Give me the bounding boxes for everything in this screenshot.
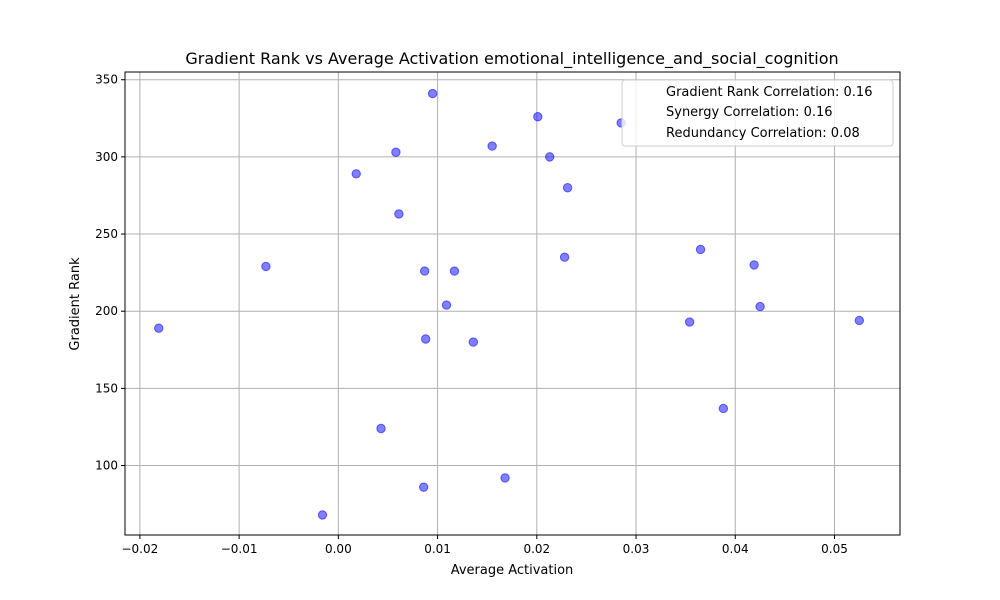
legend-entry-redundancy: Redundancy Correlation: 0.08: [666, 126, 860, 141]
data-point: [394, 209, 404, 219]
x-axis-ticks: −0.02 −0.01 0.00 0.01 0.02 0.03 0.04 0.05: [121, 535, 848, 556]
legend-box: [621, 79, 894, 147]
data-point: [376, 423, 386, 434]
data-point: [755, 301, 765, 312]
x-tick-label: −0.02: [121, 542, 158, 556]
x-tick-label: 0.03: [623, 542, 650, 556]
data-point: [441, 300, 452, 310]
y-tick-label: 100: [95, 459, 118, 473]
plot-frame: [124, 71, 901, 536]
data-point: [154, 323, 164, 333]
data-point: [468, 337, 479, 347]
data-point: [261, 261, 271, 272]
data-point: [418, 482, 429, 492]
data-point: [500, 473, 510, 483]
y-tick-label: 250: [95, 227, 118, 241]
y-tick-label: 300: [95, 150, 118, 164]
data-point: [545, 152, 555, 162]
x-tick-label: 0.01: [424, 542, 451, 556]
data-point: [419, 266, 430, 276]
data-points: [154, 88, 865, 520]
data-point: [684, 317, 695, 327]
data-point: [449, 266, 460, 276]
data-point: [854, 315, 865, 326]
data-point: [317, 510, 328, 520]
y-tick-label: 200: [95, 304, 118, 318]
data-point: [391, 147, 401, 157]
data-point: [718, 403, 729, 414]
data-point: [749, 260, 759, 270]
legend-entry-synergy: Synergy Correlation: 0.16: [666, 105, 833, 120]
x-tick-label: 0.02: [523, 542, 550, 556]
x-tick-label: −0.01: [221, 542, 258, 556]
x-tick-label: 0.05: [821, 542, 848, 556]
y-tick-label: 150: [95, 381, 118, 395]
chart-title: Gradient Rank vs Average Activation emot…: [185, 49, 838, 69]
y-axis-ticks: 100 150 200 250 300 350: [95, 73, 125, 473]
x-tick-label: 0.04: [722, 542, 749, 556]
x-axis-label: Average Activation: [451, 563, 574, 578]
data-point: [427, 88, 438, 99]
data-point: [695, 244, 706, 255]
data-point: [487, 141, 497, 151]
data-point: [533, 112, 543, 122]
legend: Gradient Rank Correlation: 0.16 Synergy …: [621, 79, 894, 147]
data-point: [351, 169, 361, 179]
data-point: [562, 183, 573, 193]
y-axis-label: Gradient Rank: [68, 257, 83, 351]
legend-entry-gradient: Gradient Rank Correlation: 0.16: [666, 85, 872, 100]
x-tick-label: 0.00: [325, 542, 352, 556]
data-point: [559, 252, 570, 262]
y-tick-label: 350: [95, 73, 118, 87]
data-point: [420, 334, 431, 344]
